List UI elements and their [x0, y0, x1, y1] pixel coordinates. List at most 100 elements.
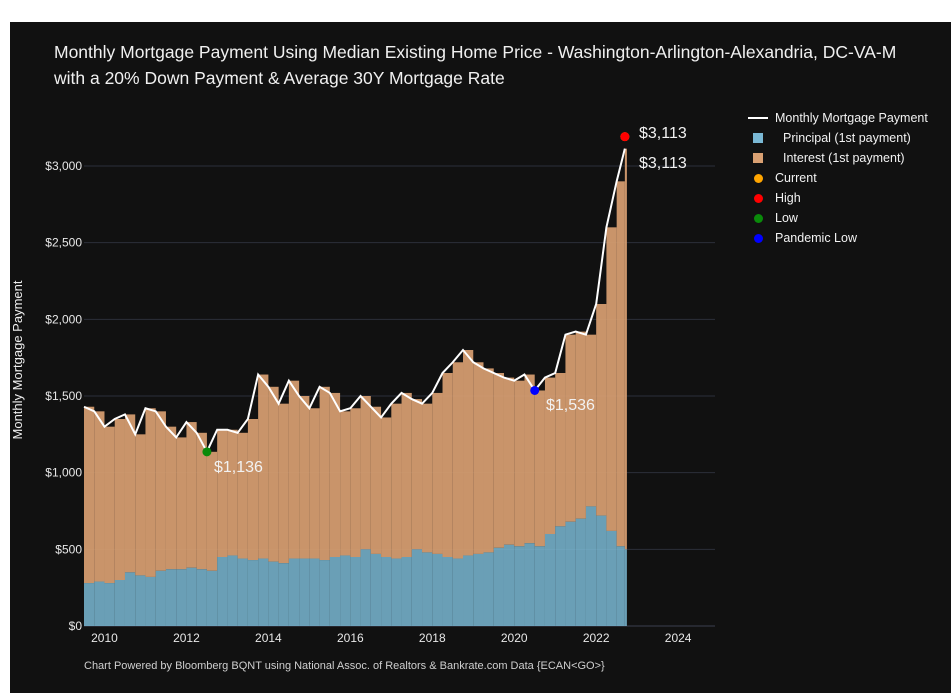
- interest-bar: [186, 422, 197, 568]
- interest-bar: [114, 419, 125, 580]
- interest-bar: [514, 380, 525, 547]
- principal-bar: [124, 572, 136, 626]
- interest-bar: [544, 377, 556, 534]
- principal-bar: [555, 526, 566, 626]
- y-axis-title: Monthly Mortgage Payment: [10, 280, 25, 439]
- marker-high: [620, 132, 630, 142]
- legend-label: Pandemic Low: [775, 231, 857, 245]
- principal-bar: [544, 534, 556, 626]
- line-swatch-icon: [748, 117, 768, 119]
- principal-bar: [247, 560, 259, 626]
- principal-bar: [442, 557, 453, 626]
- principal-bar: [401, 557, 412, 626]
- principal-bar: [493, 547, 504, 626]
- y-tick-label: $2,000: [45, 312, 82, 326]
- principal-bar: [206, 570, 218, 626]
- principal-bar: [288, 558, 300, 626]
- x-tick-label: 2018: [419, 631, 446, 645]
- dot-swatch-icon: [753, 233, 763, 243]
- interest-bar: [247, 419, 259, 561]
- interest-bar: [473, 362, 484, 554]
- x-tick-label: 2010: [91, 631, 118, 645]
- legend-item-interest[interactable]: Interest (1st payment): [745, 148, 928, 168]
- interest-bar: [340, 411, 351, 556]
- chart-subtitle: with a 20% Down Payment & Average 30Y Mo…: [54, 68, 505, 88]
- interest-bar: [555, 373, 566, 527]
- marker-low: [202, 447, 212, 457]
- interest-bar: [309, 408, 320, 559]
- legend-item-pandemic-low[interactable]: Pandemic Low: [745, 228, 928, 248]
- interest-bar: [299, 396, 310, 559]
- interest-bar: [442, 373, 453, 557]
- y-tick-label: $1,500: [45, 389, 82, 403]
- interest-bar: [278, 403, 289, 564]
- chart-title: Monthly Mortgage Payment Using Median Ex…: [54, 42, 897, 62]
- principal-bar: [196, 569, 207, 626]
- y-tick-label: $1,000: [45, 466, 82, 480]
- interest-bar: [432, 392, 443, 554]
- high-label: $3,113: [639, 125, 687, 142]
- interest-bar: [155, 411, 166, 571]
- legend-label: Low: [775, 211, 798, 225]
- principal-bar: [391, 558, 402, 626]
- legend-label: Current: [775, 171, 817, 185]
- dot-swatch-icon: [753, 173, 763, 183]
- principal-bar: [135, 575, 146, 626]
- interest-bar: [370, 406, 382, 554]
- principal-bar: [575, 518, 586, 626]
- interest-bar: [360, 396, 371, 550]
- principal-bar: [463, 555, 474, 626]
- principal-bar: [309, 558, 320, 626]
- principal-bar: [94, 581, 105, 626]
- principal-bar: [84, 583, 95, 626]
- legend-label: Interest (1st payment): [783, 151, 905, 165]
- interest-bar: [503, 377, 515, 545]
- interest-bar: [165, 426, 177, 570]
- principal-bar: [217, 557, 228, 626]
- principal-bar: [186, 567, 197, 626]
- pandemic-low-label: $1,536: [546, 397, 595, 414]
- legend-item-payment[interactable]: Monthly Mortgage Payment: [745, 108, 928, 128]
- interest-bar: [94, 411, 105, 582]
- square-swatch-icon: [753, 133, 763, 143]
- principal-bar: [606, 530, 617, 626]
- legend-item-low[interactable]: Low: [745, 208, 928, 228]
- x-tick-label: 2016: [337, 631, 364, 645]
- marker-pandemic-low: [530, 385, 540, 395]
- interest-bar: [124, 414, 136, 573]
- legend-item-principal[interactable]: Principal (1st payment): [745, 128, 928, 148]
- legend-item-high[interactable]: High: [745, 188, 928, 208]
- principal-bar: [268, 561, 279, 626]
- principal-bar: [624, 549, 627, 626]
- principal-bar: [473, 553, 484, 626]
- interest-bar: [196, 432, 207, 570]
- principal-bar: [422, 552, 433, 626]
- interest-bar: [135, 434, 146, 576]
- principal-bar: [237, 558, 248, 626]
- chart-footer: Chart Powered by Bloomberg BQNT using Na…: [84, 660, 605, 672]
- interest-bar: [575, 331, 586, 519]
- principal-bar: [176, 569, 187, 626]
- principal-bar: [227, 555, 238, 626]
- interest-bar: [268, 386, 279, 562]
- x-tick-label: 2024: [665, 631, 692, 645]
- legend-label: Monthly Mortgage Payment: [775, 111, 928, 125]
- principal-bar: [432, 553, 443, 626]
- interest-bar: [329, 392, 341, 557]
- interest-bar: [422, 403, 433, 553]
- legend-label: High: [775, 191, 801, 205]
- interest-bar: [145, 408, 156, 577]
- interest-bar: [596, 304, 607, 516]
- legend-label: Principal (1st payment): [783, 131, 911, 145]
- dot-swatch-icon: [753, 193, 763, 203]
- legend-item-current[interactable]: Current: [745, 168, 928, 188]
- principal-bar: [381, 557, 392, 626]
- principal-bar: [165, 569, 177, 626]
- interest-bar: [401, 392, 412, 557]
- principal-bar: [155, 570, 166, 626]
- interest-bar: [391, 403, 402, 559]
- interest-bar: [176, 437, 187, 570]
- interest-bar: [350, 408, 361, 557]
- principal-bar: [514, 546, 525, 626]
